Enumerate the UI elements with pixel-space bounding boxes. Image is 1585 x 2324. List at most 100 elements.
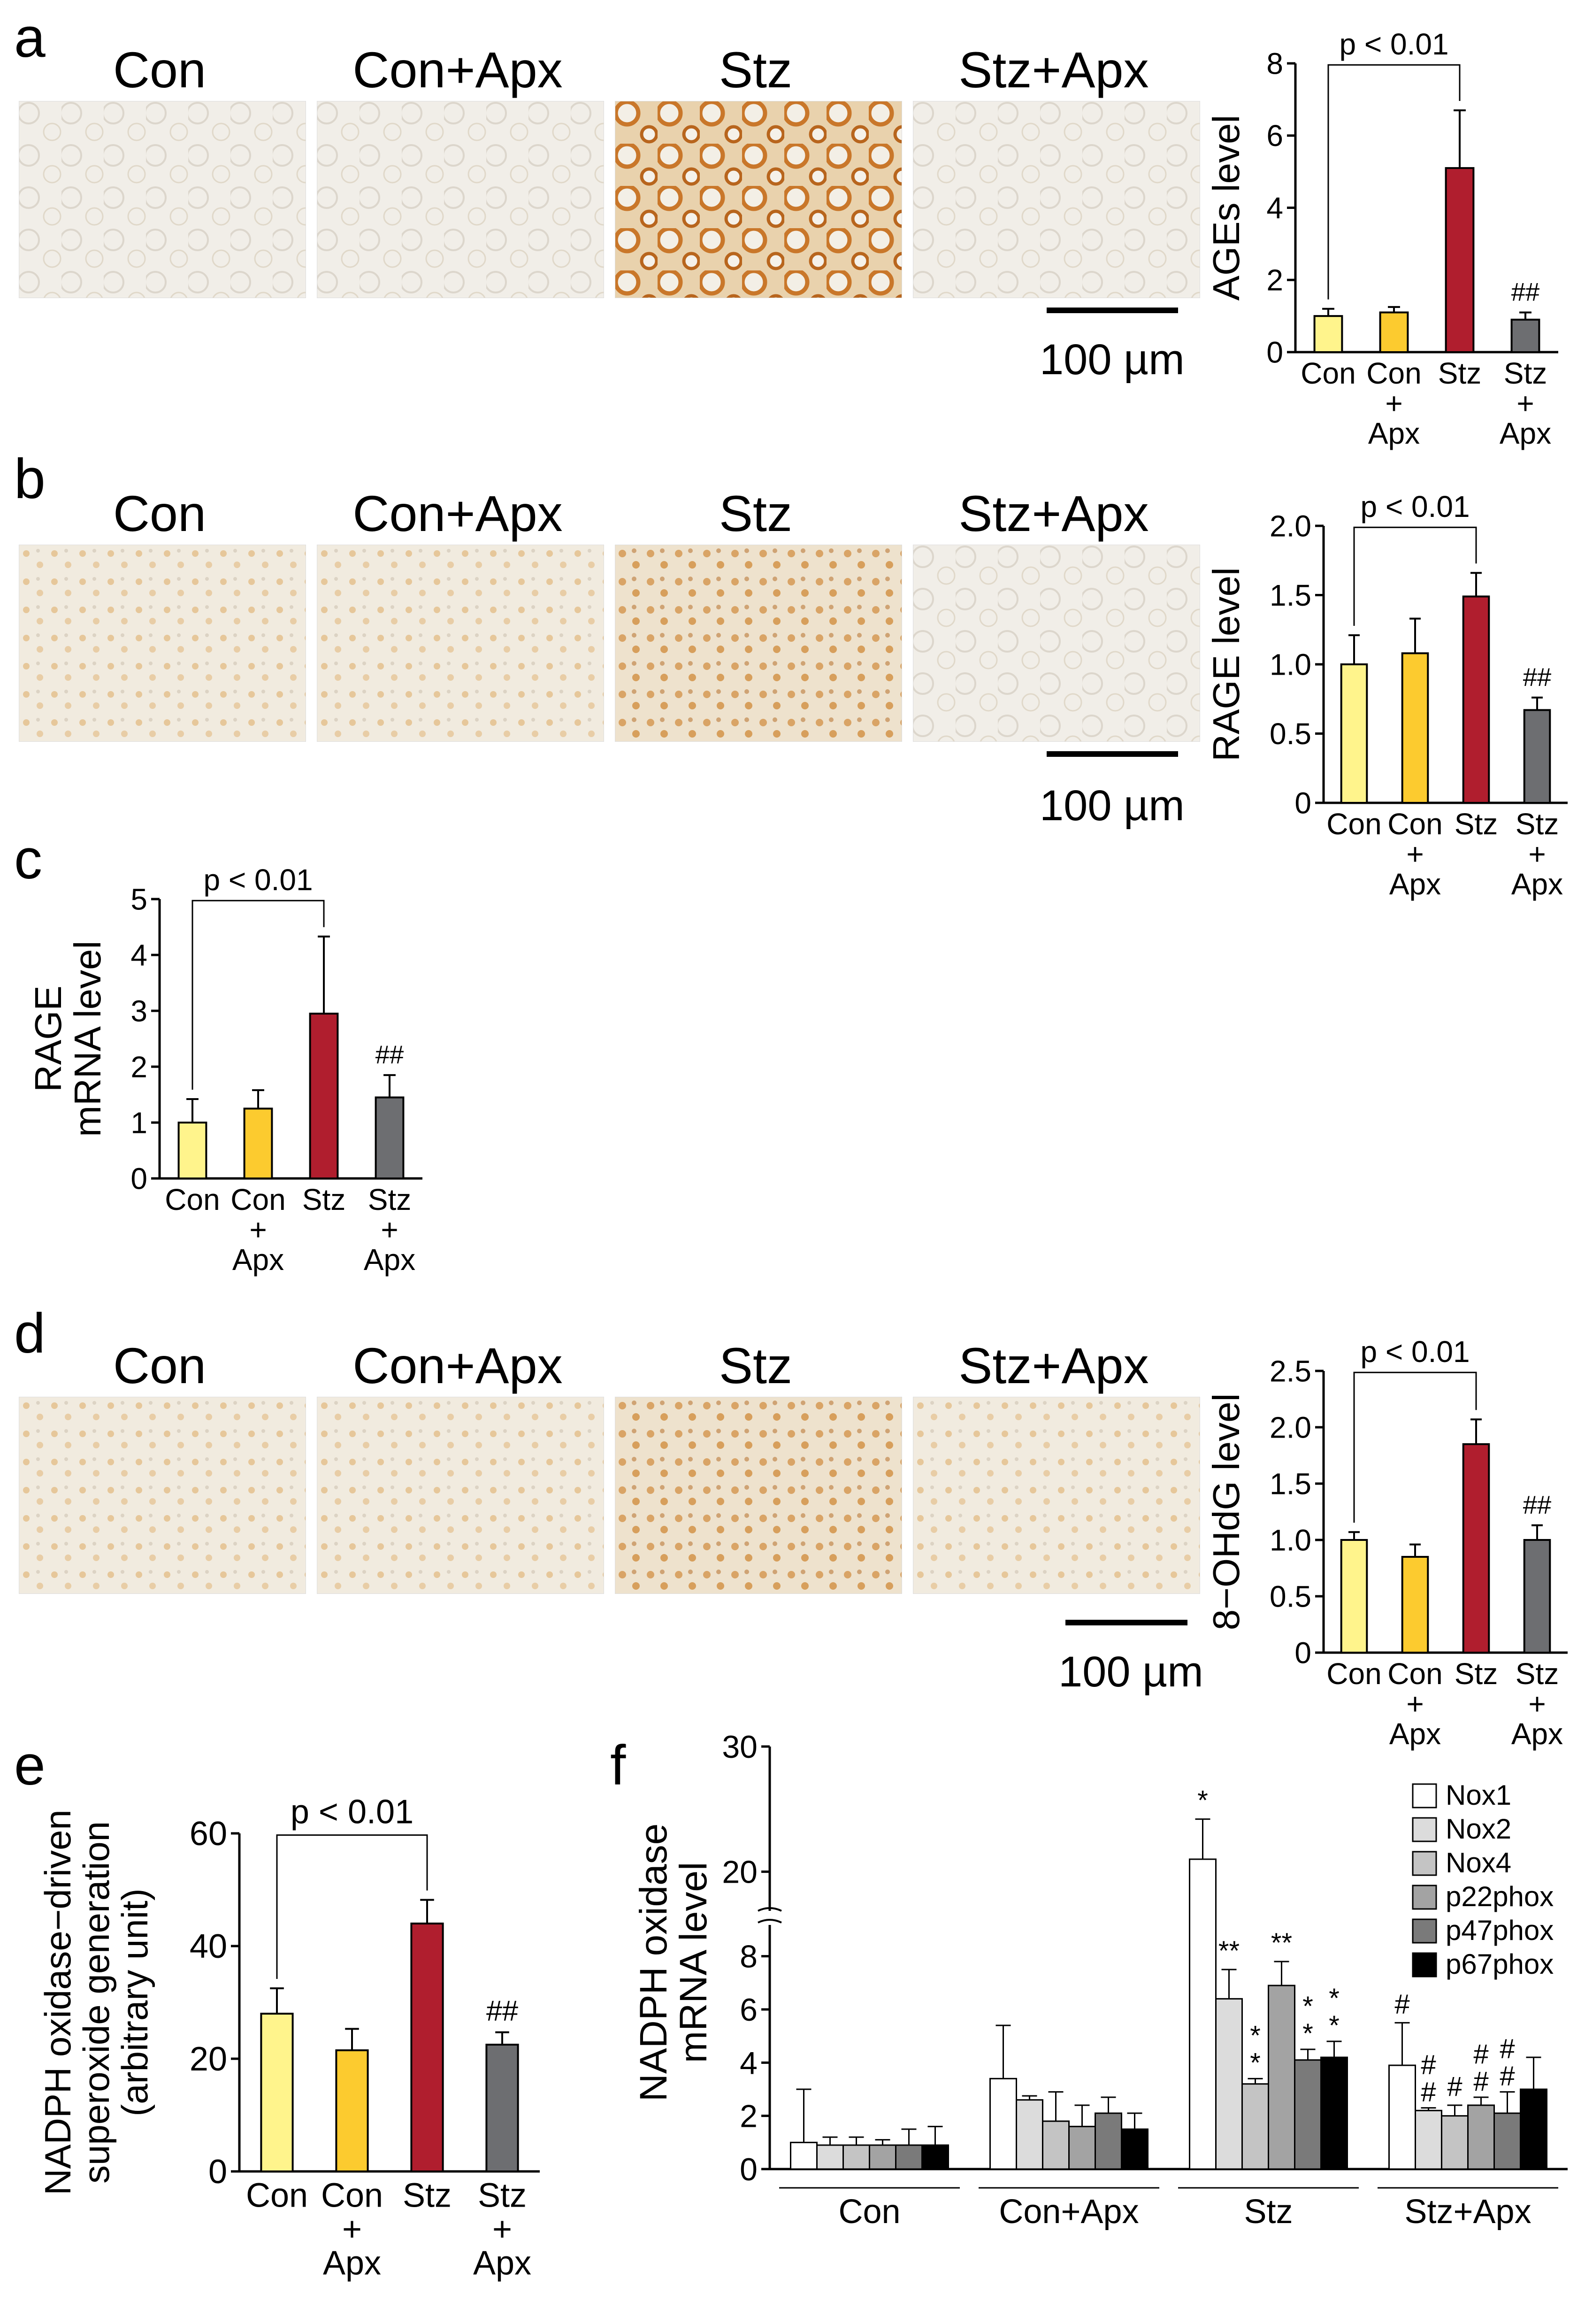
x-tick-label: Con xyxy=(1326,807,1381,841)
group-label: Stz xyxy=(1244,2193,1293,2231)
bar xyxy=(1379,311,1409,353)
y-tick-label: 2 xyxy=(740,2099,758,2134)
legend-label: p67phox xyxy=(1446,1948,1554,1980)
scale-bar-text-d: 100 µm xyxy=(1058,1648,1203,1696)
legend-swatch xyxy=(1412,1851,1437,1876)
axis-break xyxy=(758,1907,782,1924)
micro-title-b-conapx: Con+Apx xyxy=(352,485,563,542)
x-tick-label: Stz xyxy=(1438,356,1481,390)
significance-mark: ## xyxy=(1421,2050,1436,2108)
y-tick-label: 0 xyxy=(740,2152,758,2187)
y-tick-label: 3 xyxy=(130,994,147,1028)
y-axis-label: RAGE xyxy=(27,985,69,1092)
group-label: Con xyxy=(838,2193,900,2231)
y-tick-label: 0 xyxy=(1294,1636,1311,1670)
y-axis-label: 8−OHdG level xyxy=(1205,1393,1247,1631)
y-tick-label: 0.5 xyxy=(1270,717,1311,751)
panel-label-e: e xyxy=(14,1734,46,1797)
scale-bar-text-b: 100 µm xyxy=(1040,782,1185,830)
bar xyxy=(1510,318,1540,353)
bar xyxy=(1016,2099,1043,2170)
micro-title-b-con: Con xyxy=(113,485,207,542)
micrograph-a-conapx xyxy=(317,101,604,298)
x-tick-label: Con + Apx xyxy=(1387,1657,1442,1751)
bar xyxy=(921,2144,949,2170)
significance-mark: ## xyxy=(1523,663,1552,692)
significance-bracket xyxy=(1327,64,1461,300)
significance-mark: ** xyxy=(1250,2020,1261,2078)
bar xyxy=(895,2144,923,2170)
scale-bar-d xyxy=(1065,1620,1187,1625)
significance-mark: ## xyxy=(1523,1491,1552,1519)
micro-title-a-conapx: Con+Apx xyxy=(352,41,563,98)
legend-label: p47phox xyxy=(1446,1915,1554,1946)
x-tick-label: Stz + Apx xyxy=(1511,1657,1563,1751)
x-tick-label: Stz + Apx xyxy=(1511,807,1563,901)
y-tick-label: 4 xyxy=(130,938,147,972)
x-tick-label: Con xyxy=(165,1183,220,1216)
y-tick-label: 1.0 xyxy=(1270,647,1311,681)
micro-title-d-stz: Stz xyxy=(719,1337,793,1394)
significance-mark: ** xyxy=(1329,1983,1340,2041)
bar xyxy=(1241,2083,1269,2170)
group-label: Con+Apx xyxy=(999,2193,1139,2231)
significance-mark: # xyxy=(1447,2071,1462,2102)
legend-swatch xyxy=(1412,1918,1437,1944)
y-tick-label: 1.5 xyxy=(1270,578,1311,612)
significance-mark: ## xyxy=(375,1040,404,1069)
micro-title-b-stz: Stz xyxy=(719,485,793,542)
micro-title-b-stzapx: Stz+Apx xyxy=(958,485,1149,542)
bar xyxy=(1121,2128,1149,2170)
bar xyxy=(335,2049,369,2172)
y-tick-label: 40 xyxy=(190,1928,227,1965)
bar xyxy=(1068,2125,1096,2170)
significance-label: p < 0.01 xyxy=(1360,490,1470,523)
x-tick-label: Con + Apx xyxy=(1387,807,1442,901)
y-tick-label: 0 xyxy=(1266,335,1283,369)
bar xyxy=(842,2144,870,2170)
legend-label: Nox4 xyxy=(1446,1847,1511,1878)
x-tick-label: Stz + Apx xyxy=(1500,356,1551,450)
x-tick-label: Stz xyxy=(1455,1657,1498,1691)
x-tick-label: Con xyxy=(1326,1657,1381,1691)
y-tick-label: 6 xyxy=(1266,119,1283,153)
y-tick-label: 2.5 xyxy=(1270,1354,1311,1388)
micrograph-a-stz xyxy=(615,101,902,298)
bar xyxy=(1462,595,1490,804)
significance-mark: # xyxy=(1394,1989,1409,2019)
panel-label-c: c xyxy=(14,828,42,891)
x-tick-label: Stz xyxy=(302,1183,345,1216)
bar xyxy=(1520,2088,1547,2170)
bar xyxy=(1415,2109,1442,2170)
x-tick-label: Stz xyxy=(1455,807,1498,841)
y-axis-label: RAGE level xyxy=(1205,567,1247,761)
bar xyxy=(1523,709,1551,804)
micrograph-a-stzapx xyxy=(913,101,1200,298)
legend-label: p22phox xyxy=(1446,1881,1554,1912)
y-axis-label: AGEs level xyxy=(1205,115,1247,301)
bar xyxy=(1462,1443,1490,1654)
bar xyxy=(989,2078,1017,2170)
bar xyxy=(410,1923,444,2172)
y-axis-label: NADPH oxidase−driven xyxy=(37,1809,78,2195)
significance-mark: * xyxy=(1197,1785,1208,1816)
significance-label: p < 0.01 xyxy=(1339,27,1448,61)
bar xyxy=(1445,167,1475,353)
panel-label-d: d xyxy=(14,1302,46,1365)
y-tick-label: 0 xyxy=(130,1162,147,1195)
panel-label-b: b xyxy=(14,447,46,510)
y-tick-label: 30 xyxy=(722,1729,758,1765)
y-tick-label: 6 xyxy=(740,1992,758,2028)
y-tick-label: 2.0 xyxy=(1270,509,1311,543)
micro-title-d-con: Con xyxy=(113,1337,207,1394)
micro-title-a-stzapx: Stz+Apx xyxy=(958,41,1149,98)
chart-b-rage: 0 0.5 1.0 1.5 2.0 RAGE level Con Con + Apx Stz Stz +… xyxy=(1205,490,1568,901)
significance-mark: ## xyxy=(1511,277,1540,306)
y-tick-label: 2 xyxy=(130,1050,147,1084)
significance-bracket xyxy=(1353,1371,1477,1523)
bar xyxy=(375,1096,405,1180)
bar xyxy=(260,2013,294,2172)
bar xyxy=(1340,663,1368,804)
